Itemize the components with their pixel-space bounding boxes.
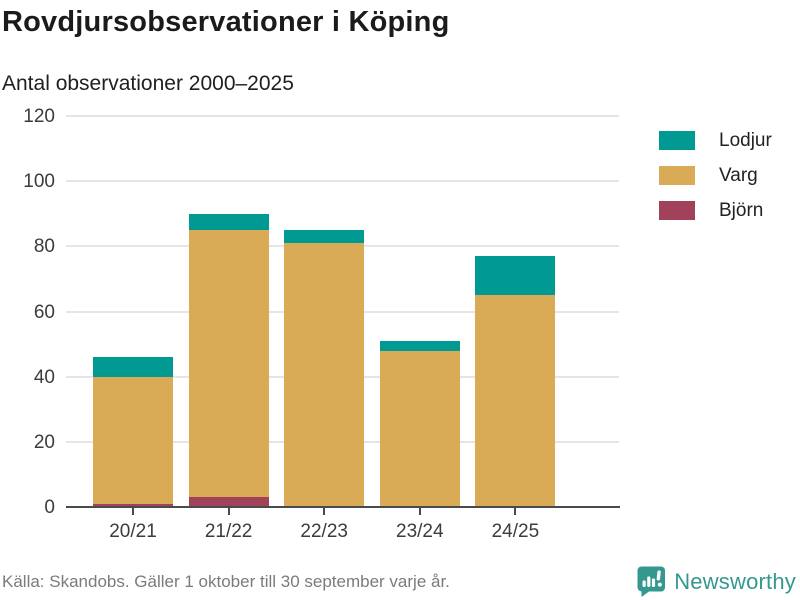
bar-20-21: [93, 116, 173, 507]
x-tick-label-21-22: 21/22: [204, 521, 253, 542]
y-tick-label-100: 100: [23, 171, 55, 193]
legend-swatch-lodjur: [659, 131, 695, 150]
legend-item-varg: Varg: [659, 164, 772, 186]
chart-subtitle: Antal observationer 2000–2025: [2, 72, 294, 95]
bar-segment-björn-21-22: [188, 497, 269, 507]
source-note: Källa: Skandobs. Gäller 1 oktober till 3…: [2, 572, 450, 591]
legend-label-bjorn: Björn: [719, 199, 764, 221]
x-tick-22-23: [323, 508, 326, 515]
y-tick-label-20: 20: [33, 431, 55, 453]
legend-swatch-varg: [659, 166, 695, 185]
chart-title: Rovdjursobservationer i Köping: [2, 6, 450, 38]
bar-22-23: [284, 116, 365, 507]
y-tick-label-80: 80: [33, 236, 55, 258]
bar-segment-lodjur-20-21: [93, 357, 173, 377]
bar-23-24: [379, 116, 460, 507]
bar-segment-lodjur-23-24: [379, 340, 460, 351]
bar-segment-varg-23-24: [379, 350, 460, 507]
y-tick-label-0: 0: [44, 497, 55, 518]
x-tick-label-23-24: 23/24: [396, 521, 444, 542]
legend-swatch-bjorn: [659, 201, 695, 220]
legend-label-lodjur: Lodjur: [719, 129, 772, 151]
gridline-100: [66, 180, 619, 183]
y-tick-label-120: 120: [23, 106, 55, 127]
x-tick-label-20-21: 20/21: [109, 521, 157, 542]
newsworthy-logo-icon: [637, 566, 666, 597]
newsworthy-wordmark: Newsworthy: [674, 568, 796, 594]
x-tick-20-21: [132, 508, 134, 515]
bar-segment-björn-20-21: [93, 503, 173, 507]
x-tick-23-24: [418, 508, 421, 515]
legend-label-varg: Varg: [719, 164, 758, 186]
bar-segment-lodjur-22-23: [284, 230, 365, 244]
x-tick-21-22: [227, 508, 230, 515]
bar-segment-lodjur-24-25: [475, 256, 556, 296]
x-tick-label-22-23: 22/23: [300, 521, 348, 542]
plot-area: [66, 115, 619, 507]
bar-segment-varg-24-25: [475, 295, 556, 507]
y-tick-label-40: 40: [33, 366, 55, 388]
bar-segment-lodjur-21-22: [188, 213, 269, 231]
x-axis-line: [66, 506, 620, 508]
y-tick-label-60: 60: [33, 301, 55, 323]
x-tick-label-24-25: 24/25: [491, 521, 540, 542]
legend-item-lodjur: Lodjur: [659, 129, 772, 151]
newsworthy-brand: Newsworthy: [637, 566, 796, 597]
bar-segment-varg-21-22: [188, 230, 269, 498]
legend: Lodjur Varg Björn: [659, 129, 772, 236]
bar-21-22: [188, 116, 269, 507]
bar-segment-varg-22-23: [284, 243, 365, 507]
bar-24-25: [475, 116, 556, 507]
x-tick-24-25: [514, 508, 517, 515]
gridline-120: [66, 115, 619, 117]
legend-item-bjorn: Björn: [659, 199, 772, 221]
bar-segment-varg-20-21: [93, 376, 173, 504]
